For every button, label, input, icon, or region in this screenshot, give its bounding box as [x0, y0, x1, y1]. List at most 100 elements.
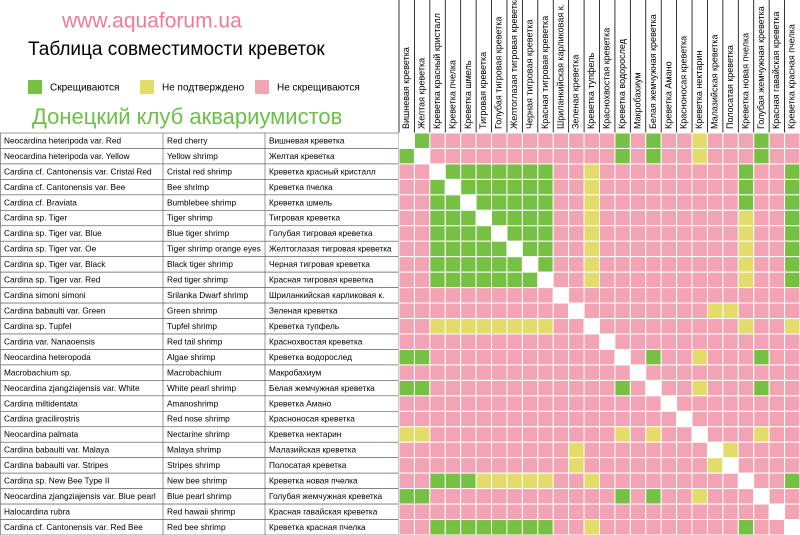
compat-cell — [737, 287, 755, 304]
row-label: Neocardina heteripoda var. Red — [4, 135, 122, 145]
compat-cell — [552, 302, 570, 320]
compat-cell — [398, 395, 415, 412]
compat-cell — [568, 503, 585, 521]
compat-cell — [552, 348, 570, 366]
compat-cell — [629, 519, 647, 535]
column-header: Голубая жемчужная креветка — [756, 6, 766, 129]
column-header: Креветка новая пчелка — [740, 33, 750, 129]
compat-cell — [706, 163, 724, 180]
compat-cell — [506, 271, 523, 289]
compat-cell — [413, 333, 431, 350]
row-label: Краснохвостая креветка — [269, 336, 363, 346]
row-label: Neocardina zjangziajensis var. Blue pear… — [4, 491, 156, 501]
row-label: Шриланкийская карликовая к. — [269, 290, 384, 300]
compat-cell — [784, 410, 800, 428]
compat-cell — [460, 348, 477, 366]
compat-cell — [444, 441, 462, 459]
compat-cell — [444, 410, 462, 428]
compat-cell — [660, 379, 678, 397]
compat-cell — [583, 472, 600, 490]
row-label: Креветка шмель — [269, 197, 332, 207]
compat-cell — [645, 379, 662, 397]
compat-cell — [491, 271, 508, 289]
compat-cell — [521, 333, 539, 350]
compat-cell — [491, 194, 508, 211]
compat-cell — [706, 256, 724, 273]
compat-cell — [660, 348, 678, 366]
compat-cell — [660, 333, 678, 350]
compat-cell — [691, 194, 708, 211]
compat-cell — [706, 132, 724, 149]
compat-cell — [475, 395, 493, 412]
compat-cell — [645, 333, 662, 350]
compat-cell — [676, 209, 693, 227]
compat-cell — [475, 457, 493, 474]
compat-cell — [614, 302, 631, 320]
row-label: Cardina sp. Tiger var. Blue — [4, 228, 102, 238]
compat-cell — [521, 178, 539, 196]
compat-cell — [460, 287, 477, 304]
compat-cell — [691, 287, 708, 304]
compat-cell — [583, 333, 600, 350]
compat-cell — [506, 488, 523, 505]
compat-cell — [645, 256, 662, 273]
compat-cell — [599, 287, 616, 304]
compat-cell — [737, 302, 755, 320]
compat-cell — [475, 178, 493, 196]
compat-cell — [552, 457, 570, 474]
compat-cell — [552, 147, 570, 165]
compat-cell — [583, 287, 600, 304]
compat-cell — [706, 410, 724, 428]
compat-cell — [691, 395, 708, 412]
row-label: Красная тигровая креветка — [269, 275, 374, 285]
compat-cell — [784, 333, 800, 350]
compat-cell — [413, 271, 431, 289]
compat-cell — [784, 519, 800, 535]
compat-cell — [444, 240, 462, 258]
column-header: Креветка красная пчелка — [787, 24, 797, 129]
compat-cell — [583, 209, 600, 227]
compat-cell — [706, 333, 724, 350]
column-header: Креветка тупфель — [586, 53, 596, 129]
compat-cell — [460, 426, 477, 443]
compat-cell — [537, 364, 554, 381]
compat-cell — [737, 318, 755, 335]
compat-cell — [413, 426, 431, 443]
compat-cell — [722, 333, 739, 350]
compat-cell — [552, 503, 570, 521]
compat-cell — [537, 348, 554, 366]
row-label: Cardina cf. Cantonensis var. Bee — [4, 182, 126, 192]
compat-cell — [413, 457, 431, 474]
compat-cell — [537, 194, 554, 211]
compat-cell — [583, 178, 600, 196]
compat-cell — [475, 410, 493, 428]
row-label: Белая жемчужная креветка — [269, 383, 375, 393]
compat-cell — [660, 441, 678, 459]
row-label: Желтоглазая тигровая креветка — [269, 244, 392, 254]
compat-cell — [521, 225, 539, 242]
row-label: Macrobachium — [167, 367, 222, 377]
compat-cell — [398, 147, 415, 165]
compat-cell — [521, 441, 539, 459]
row-label: Голубая жемчужная креветка — [269, 491, 383, 501]
compat-cell — [629, 302, 647, 320]
compat-cell — [552, 519, 570, 535]
compat-cell — [614, 503, 631, 521]
compat-cell — [722, 302, 739, 320]
compat-cell — [753, 287, 770, 304]
compat-cell — [706, 209, 724, 227]
row-label: Green shrimp — [167, 305, 218, 315]
compat-cell — [568, 132, 585, 149]
compat-cell — [614, 256, 631, 273]
compat-cell — [691, 333, 708, 350]
compat-cell — [475, 271, 493, 289]
compat-cell — [629, 147, 647, 165]
compat-cell — [706, 147, 724, 165]
compat-cell — [429, 287, 446, 304]
compat-cell — [614, 147, 631, 165]
compat-cell — [768, 225, 786, 242]
compat-cell — [629, 163, 647, 180]
compat-cell — [444, 333, 462, 350]
compat-cell — [706, 318, 724, 335]
compat-cell — [568, 364, 585, 381]
